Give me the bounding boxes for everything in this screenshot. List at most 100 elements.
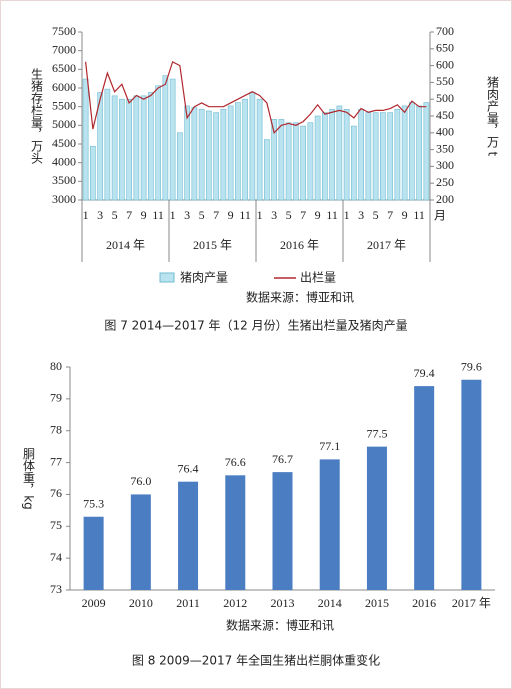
bar — [409, 102, 415, 201]
bar — [366, 446, 387, 590]
y-tick-label: 4500 — [52, 136, 76, 150]
bar — [380, 112, 386, 201]
y-tick-label: 5000 — [52, 117, 76, 131]
y2-tick-label: 600 — [436, 57, 454, 71]
x-tick-label: 2012 — [223, 596, 247, 610]
y-axis-title: 胴体重，kg — [22, 447, 36, 510]
bar — [178, 481, 199, 590]
x-tick-label: 5 — [373, 208, 379, 222]
y2-tick-label: 350 — [436, 141, 454, 155]
bar — [140, 95, 147, 201]
x-unit: 月 — [434, 209, 446, 223]
bar — [307, 122, 314, 201]
value-label: 76.6 — [225, 455, 246, 469]
bar — [111, 95, 118, 201]
bar — [130, 494, 151, 590]
x-tick-label: 3 — [184, 208, 190, 222]
value-label: 77.1 — [319, 439, 340, 453]
bar — [119, 98, 125, 201]
bar — [155, 85, 161, 201]
y-tick-label: 6500 — [52, 61, 76, 75]
bar — [148, 92, 154, 201]
y-tick-label: 78 — [50, 422, 62, 436]
group-label: 2017 年 — [367, 238, 406, 252]
y-tick-label: 3000 — [52, 192, 76, 206]
y-tick-label: 79 — [50, 391, 62, 405]
x-tick-label: 9 — [228, 208, 234, 222]
y-tick-label: 3500 — [52, 173, 76, 187]
x-tick-label: 2014 — [318, 596, 342, 610]
x-tick-label: 3 — [97, 208, 103, 222]
bar — [314, 115, 321, 201]
y-tick-label: 73 — [50, 582, 62, 596]
bar — [278, 119, 285, 201]
x-tick-label: 3 — [358, 208, 364, 222]
bar — [285, 122, 292, 201]
x-tick-label: 7 — [387, 208, 393, 222]
y-tick-label: 76 — [50, 486, 62, 500]
x-tick-label: 3 — [271, 208, 277, 222]
group-label: 2014 年 — [106, 238, 145, 252]
y2-tick-label: 200 — [436, 192, 454, 206]
y2-axis-title: 猪肉产量，万 t — [486, 75, 500, 156]
x-tick-label: 2009 — [82, 596, 106, 610]
value-label: 76.4 — [178, 461, 199, 475]
x-tick-label: 5 — [199, 208, 205, 222]
caption: 图 8 2009—2017 年全国生猪出栏胴体重变化 — [132, 653, 380, 668]
bar — [322, 112, 328, 201]
bar — [423, 102, 430, 201]
y-tick-label: 5500 — [52, 98, 76, 112]
x-tick-label: 2011 — [176, 596, 200, 610]
legend-label: 出栏量 — [300, 270, 336, 285]
bar — [225, 475, 246, 590]
line — [85, 61, 427, 134]
value-label: 77.5 — [366, 426, 387, 440]
bar — [416, 105, 422, 201]
caption: 图 7 2014—2017 年（12 月份）生猪出栏量及猪肉产量 — [104, 318, 407, 333]
bar — [220, 108, 227, 201]
y2-tick-label: 700 — [436, 24, 454, 38]
bar — [372, 112, 379, 201]
group-label: 2016 年 — [280, 238, 319, 252]
y-tick-label: 80 — [50, 359, 62, 373]
y2-tick-label: 450 — [436, 108, 454, 122]
x-tick-label: 2013 — [271, 596, 295, 610]
source: 数据来源：博亚和讯 — [246, 290, 354, 305]
x-tick-label: 2016 — [412, 596, 436, 610]
x-tick-label: 1 — [257, 208, 263, 222]
bar — [90, 145, 96, 201]
x-tick-label: 9 — [402, 208, 408, 222]
bar — [249, 92, 256, 201]
x-tick-label: 11 — [413, 208, 425, 222]
x-tick-label: 1 — [344, 208, 350, 222]
bar — [387, 112, 393, 201]
value-label: 79.6 — [461, 359, 482, 373]
bar — [198, 108, 205, 201]
x-tick-label: 5 — [286, 208, 292, 222]
bar — [162, 75, 169, 201]
bar — [213, 112, 219, 201]
legend-label: 猪肉产量 — [180, 271, 228, 285]
bar — [227, 105, 234, 201]
bar — [133, 95, 140, 201]
bar — [414, 386, 435, 590]
bar — [271, 119, 277, 201]
y-tick-label: 74 — [50, 550, 62, 564]
bar — [365, 112, 372, 201]
x-tick-label: 2017 年 — [452, 596, 491, 610]
bar — [126, 98, 132, 201]
bar — [191, 107, 198, 201]
bar — [256, 98, 263, 201]
x-tick-label: 11 — [326, 208, 338, 222]
x-tick-label: 1 — [170, 208, 176, 222]
legend-swatch — [159, 272, 175, 283]
group-label: 2015 年 — [193, 238, 232, 252]
y2-tick-label: 250 — [436, 175, 454, 189]
bar — [343, 108, 350, 201]
bar — [300, 125, 306, 201]
y-tick-label: 7500 — [52, 24, 76, 38]
y2-tick-label: 300 — [436, 158, 454, 172]
